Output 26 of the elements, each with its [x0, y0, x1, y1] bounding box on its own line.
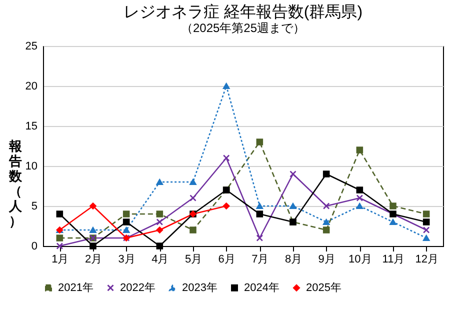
x-tick-label: 2月: [84, 254, 102, 266]
y-tick-label: 10: [25, 160, 38, 172]
x-tick-label: 12月: [415, 254, 438, 266]
x-tick-label: 11月: [382, 254, 405, 266]
x-tick-label: 8月: [284, 254, 302, 266]
y-tick-label: 5: [31, 200, 38, 212]
legend-label: 2025年: [306, 282, 342, 294]
y-tick-label: 0: [31, 240, 38, 252]
x-tick-label: 3月: [118, 254, 136, 266]
y-axis-title: 報告数（人）: [8, 138, 23, 228]
y-tick-label: 15: [25, 120, 38, 132]
legend-label: 2021年: [58, 282, 94, 294]
chart-title: レジオネラ症 経年報告数(群馬県): [123, 3, 363, 21]
x-tick-label: 5月: [184, 254, 202, 266]
x-tick-label: 10月: [348, 254, 372, 266]
y-tick-label: 20: [25, 80, 38, 92]
x-tick-label: 6月: [218, 254, 236, 266]
x-tick-label: 1月: [52, 254, 69, 266]
legend-label: 2024年: [244, 282, 280, 294]
legend-label: 2022年: [120, 282, 156, 294]
x-tick-label: 9月: [318, 254, 336, 266]
chart-subtitle: （2025年第25週まで）: [180, 21, 306, 35]
x-tick-label: 4月: [152, 254, 169, 266]
y-tick-label: 25: [25, 40, 38, 52]
x-tick-label: 7月: [252, 254, 269, 266]
legend-label: 2023年: [182, 282, 218, 294]
